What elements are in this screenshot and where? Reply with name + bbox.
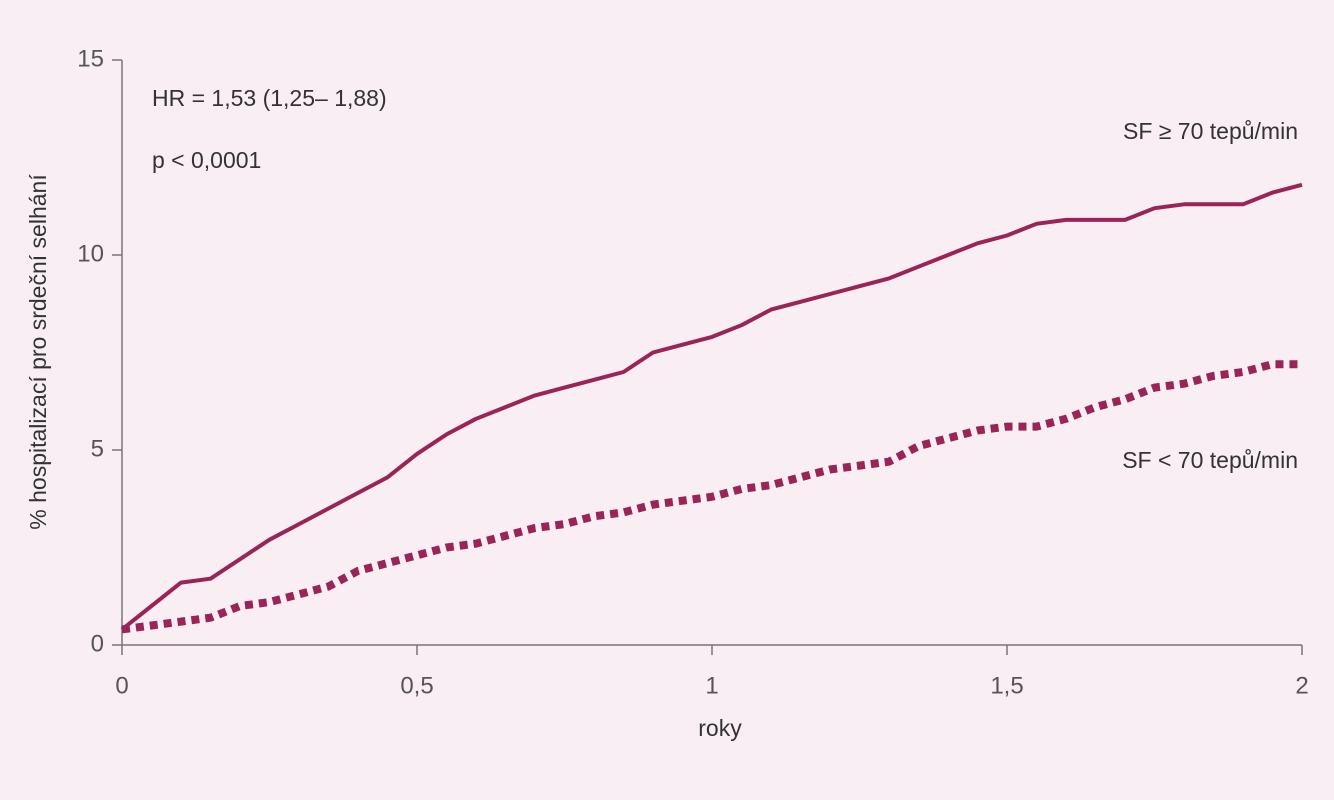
x-tick-label: 0,5 (400, 672, 433, 699)
y-tick-label: 10 (77, 240, 104, 267)
x-tick-label: 1 (705, 672, 718, 699)
y-tick-label: 15 (77, 45, 104, 72)
y-tick-label: 0 (91, 630, 104, 657)
annotation: p < 0,0001 (152, 147, 261, 173)
x-tick-label: 1,5 (990, 672, 1023, 699)
series-label: SF < 70 tepů/min (1122, 447, 1298, 473)
line-series (120, 182, 1303, 631)
y-axis-label: % hospitalizací pro srdeční selhání (25, 174, 51, 530)
x-tick-label: 0 (115, 672, 128, 699)
y-tick-label: 5 (91, 435, 104, 462)
x-axis-label: roky (698, 715, 742, 741)
line-series (121, 360, 1302, 634)
annotation: HR = 1,53 (1,25– 1,88) (152, 85, 387, 111)
x-tick-label: 2 (1295, 672, 1308, 699)
series-label: SF ≥ 70 tepů/min (1123, 118, 1298, 144)
